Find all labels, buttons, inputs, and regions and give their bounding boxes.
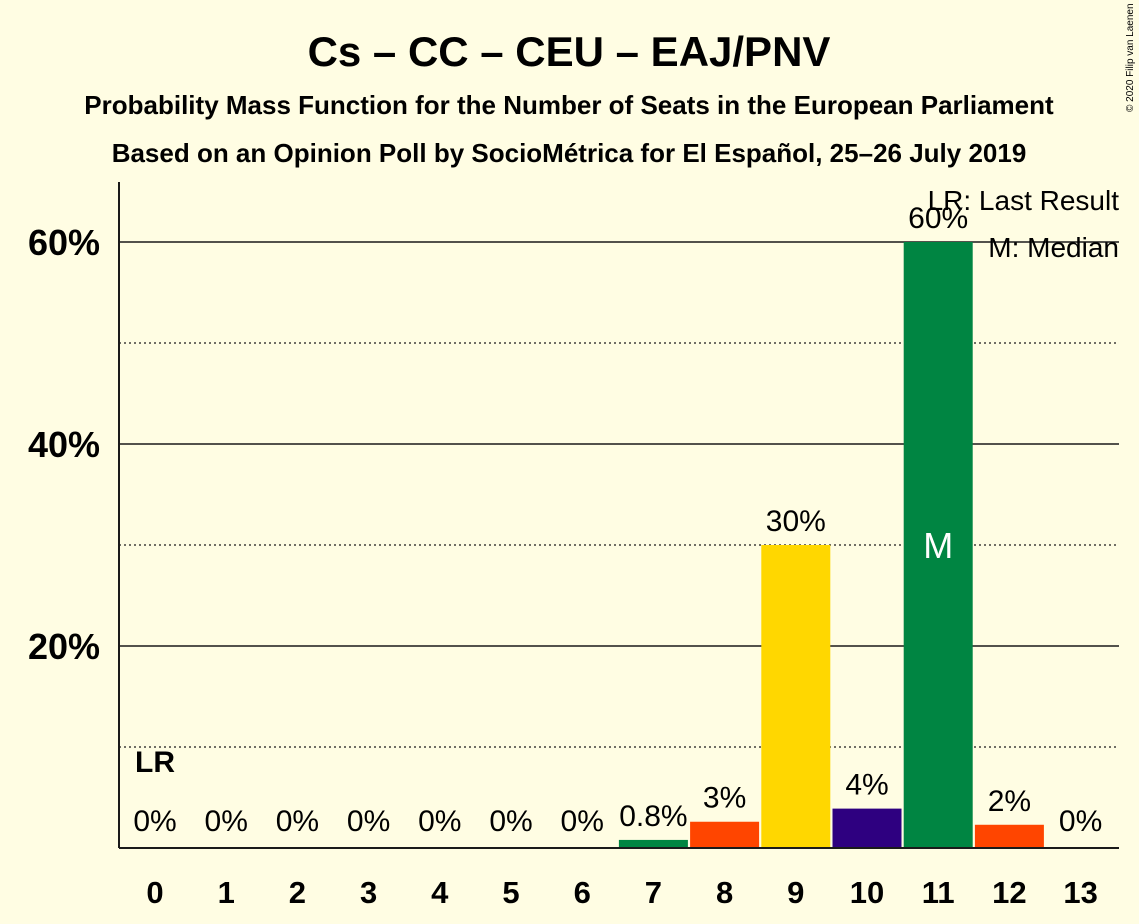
- value-label-12: 2%: [988, 785, 1031, 818]
- last-result-marker: LR: [135, 746, 175, 779]
- value-label-7: 0.8%: [619, 800, 687, 833]
- value-label-6: 0%: [561, 805, 604, 838]
- legend: LR: Last Result M: Median: [928, 185, 1120, 263]
- x-tick-8: 8: [716, 875, 733, 910]
- x-tick-0: 0: [146, 875, 163, 910]
- value-label-9: 30%: [766, 505, 826, 538]
- value-label-5: 0%: [489, 805, 532, 838]
- chart-title: Cs – CC – CEU – EAJ/PNV: [308, 28, 831, 75]
- x-tick-1: 1: [218, 875, 235, 910]
- bar-9: [761, 545, 831, 848]
- value-label-2: 0%: [276, 805, 319, 838]
- bar-11: [903, 242, 973, 848]
- value-label-0: 0%: [133, 805, 176, 838]
- copyright-note: © 2020 Filip van Laenen: [1125, 3, 1136, 112]
- x-tick-4: 4: [431, 875, 449, 910]
- x-tick-7: 7: [645, 875, 662, 910]
- bar-12: [974, 824, 1044, 848]
- value-label-1: 0%: [205, 805, 248, 838]
- median-marker: M: [923, 525, 953, 566]
- y-tick-20: 20%: [28, 626, 100, 667]
- x-tick-9: 9: [787, 875, 804, 910]
- chart-subtitle: Probability Mass Function for the Number…: [84, 90, 1054, 120]
- x-tick-2: 2: [289, 875, 306, 910]
- bar-7: [618, 839, 688, 848]
- x-tick-5: 5: [502, 875, 519, 910]
- y-tick-labels: 20% 40% 60%: [28, 222, 100, 667]
- legend-entry-0: LR: Last Result: [928, 185, 1120, 216]
- x-tick-3: 3: [360, 875, 377, 910]
- bars: [618, 242, 1044, 848]
- x-tick-11: 11: [922, 875, 955, 910]
- x-tick-labels: 0 1 2 3 4 5 6 7 8 9 10 11 12 13: [146, 875, 1097, 910]
- x-tick-12: 12: [992, 875, 1026, 910]
- x-tick-13: 13: [1063, 875, 1097, 910]
- value-labels: 0% 0% 0% 0% 0% 0% 0% 0.8% 3% 30% 4% 60% 2% 0% LR M: [133, 202, 1102, 838]
- bar-8: [690, 821, 760, 848]
- x-tick-6: 6: [574, 875, 591, 910]
- value-label-13: 0%: [1059, 805, 1102, 838]
- value-label-4: 0%: [418, 805, 461, 838]
- chart-subtitle-2: Based on an Opinion Poll by SocioMétrica…: [112, 138, 1027, 168]
- value-label-10: 4%: [845, 769, 888, 802]
- legend-entry-1: M: Median: [988, 232, 1119, 263]
- bar-10: [832, 808, 902, 848]
- value-label-3: 0%: [347, 805, 390, 838]
- y-tick-60: 60%: [28, 222, 100, 263]
- value-label-11: 60%: [908, 202, 968, 235]
- y-tick-40: 40%: [28, 424, 100, 465]
- x-tick-10: 10: [850, 875, 884, 910]
- axes: [118, 182, 1119, 849]
- value-label-8: 3%: [703, 782, 746, 815]
